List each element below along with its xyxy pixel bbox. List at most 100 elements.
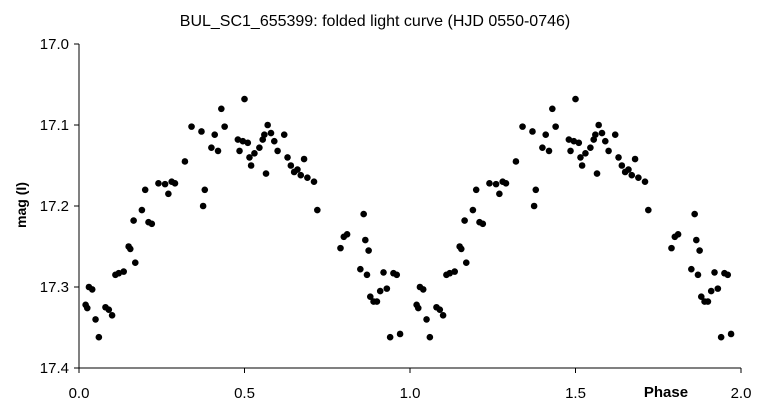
data-point [668, 244, 675, 252]
data-point [365, 247, 372, 254]
data-point [707, 287, 715, 295]
data-point [628, 171, 636, 179]
data-point [300, 155, 308, 163]
data-point [304, 174, 311, 181]
data-point [578, 162, 586, 169]
data-point [120, 268, 127, 275]
data-point [165, 190, 172, 198]
data-point [127, 245, 134, 253]
data-point [724, 271, 732, 279]
data-point [714, 285, 722, 292]
data-point [451, 268, 458, 275]
data-point [615, 154, 622, 161]
data-point [611, 131, 619, 139]
data-point [362, 236, 369, 244]
data-point [262, 170, 270, 177]
y-tick-label: 17.4 [40, 360, 69, 377]
data-point [234, 136, 242, 143]
data-point [188, 123, 195, 130]
data-point [270, 137, 278, 145]
data-point [539, 144, 546, 151]
data-point [696, 247, 703, 254]
data-point [221, 123, 228, 130]
data-point [625, 166, 632, 173]
data-point [294, 166, 301, 173]
data-point [83, 304, 91, 312]
data-point [605, 147, 612, 155]
y-tick-label: 17.3 [40, 279, 69, 296]
data-point [108, 312, 116, 319]
data-point [711, 269, 718, 276]
data-point [486, 180, 493, 187]
data-point [598, 129, 606, 137]
data-point [363, 271, 371, 279]
data-point [337, 244, 344, 252]
data-point [105, 306, 113, 313]
data-point [241, 95, 248, 103]
y-tick-label: 17.0 [40, 36, 69, 53]
data-point [218, 105, 225, 113]
data-point [138, 206, 146, 214]
data-point [542, 131, 550, 139]
data-point [92, 316, 99, 323]
data-point [251, 150, 258, 157]
data-point [287, 162, 295, 169]
data-point [280, 131, 288, 139]
data-point [458, 245, 465, 253]
data-point [688, 265, 695, 273]
data-point [357, 265, 364, 273]
x-tick-label: 0.0 [69, 385, 90, 402]
data-point [479, 220, 487, 228]
data-point [469, 206, 477, 214]
data-point [593, 170, 601, 177]
data-point [95, 333, 103, 341]
data-point [641, 178, 649, 185]
data-point [502, 180, 510, 187]
data-point [693, 236, 700, 244]
data-point [261, 131, 268, 139]
data-point [310, 178, 318, 185]
data-point [694, 271, 702, 279]
data-point [439, 312, 447, 319]
data-point [373, 298, 381, 305]
data-point [717, 333, 725, 341]
data-point [386, 333, 394, 341]
data-point [575, 139, 583, 147]
data-point [436, 306, 444, 313]
data-point [704, 298, 712, 305]
data-point [426, 333, 434, 341]
data-point [155, 180, 162, 187]
data-point [419, 286, 427, 293]
data-point [572, 95, 579, 103]
data-point [727, 330, 735, 338]
data-point [267, 129, 275, 137]
data-point [214, 147, 222, 155]
data-point [512, 158, 520, 165]
data-point [529, 128, 536, 135]
data-point [618, 162, 626, 169]
data-point [635, 174, 642, 181]
data-point [545, 147, 553, 155]
data-point [462, 259, 470, 267]
data-point [171, 180, 179, 187]
data-point [567, 147, 574, 155]
data-point [380, 269, 387, 276]
y-axis-label: mag (I) [13, 182, 29, 228]
data-point [519, 123, 526, 130]
data-point [461, 217, 468, 224]
x-axis-label: Phase [644, 384, 688, 401]
data-point [595, 121, 602, 129]
data-point [496, 190, 503, 198]
data-point [297, 171, 305, 179]
data-point [552, 123, 559, 130]
y-tick-label: 17.2 [40, 198, 69, 215]
tick-labels: 17.0 17.1 17.2 17.3 17.40.0 0.5 1.0 1.5 2.0 [40, 36, 752, 402]
data-point [577, 154, 584, 161]
data-point [396, 330, 404, 338]
data-point [697, 293, 705, 301]
data-point [691, 210, 698, 218]
data-point [532, 186, 540, 194]
data-point [383, 285, 391, 292]
data-point [592, 131, 599, 139]
